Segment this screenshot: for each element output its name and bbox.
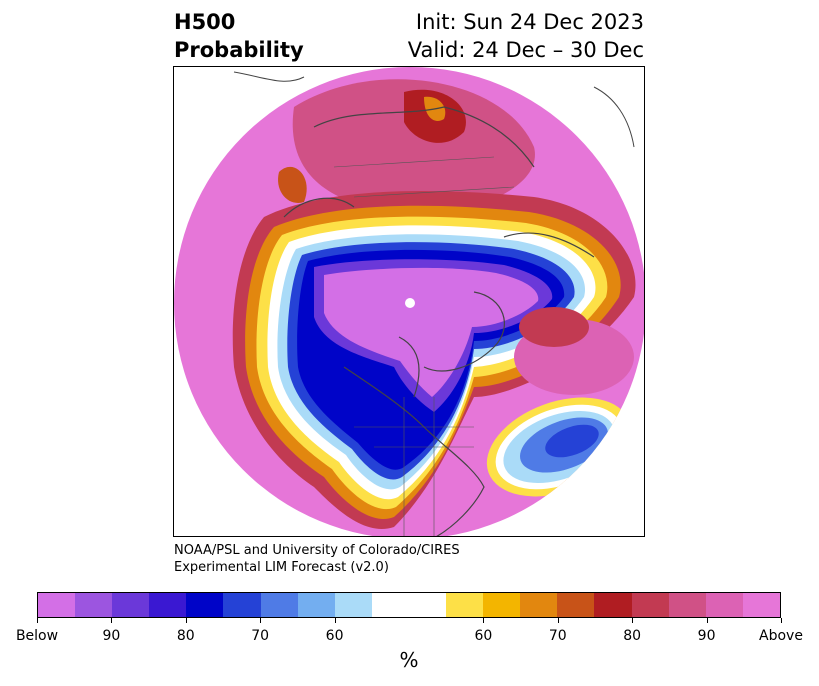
forecast-dates: Init: Sun 24 Dec 2023 Valid: 24 Dec – 30…	[408, 8, 644, 64]
colorbar-tick-label: 80	[623, 628, 642, 644]
colorbar-segment	[75, 593, 113, 617]
credit-line-1: NOAA/PSL and University of Colorado/CIRE…	[174, 543, 460, 558]
colorbar-segment	[38, 593, 76, 617]
colorbar-tick-mark	[632, 618, 634, 623]
colorbar-segment	[520, 593, 558, 617]
colorbar-tick-label: Below	[15, 628, 59, 644]
colorbar-segment	[297, 593, 335, 617]
colorbar-segment	[371, 593, 409, 617]
colorbar-segment	[557, 593, 595, 617]
colorbar-segment	[186, 593, 224, 617]
colorbar-tick-mark	[334, 618, 336, 623]
colorbar-segment	[631, 593, 669, 617]
colorbar-segment	[334, 593, 372, 617]
polar-map	[173, 66, 645, 537]
colorbar-tick-label: 90	[697, 628, 716, 644]
map-title: H500 Probability	[174, 8, 304, 64]
colorbar-tick-label: 70	[548, 628, 567, 644]
colorbar-segment	[112, 593, 150, 617]
colorbar-segment	[260, 593, 298, 617]
colorbar-tick-label: 60	[325, 628, 344, 644]
colorbar	[37, 592, 781, 618]
colorbar-tick-mark	[483, 618, 485, 623]
colorbar-tick-mark	[706, 618, 708, 623]
colorbar-tick-label: 80	[176, 628, 195, 644]
title-line-2: Probability	[174, 38, 304, 62]
colorbar-segment	[408, 593, 447, 617]
probability-map-graphic	[174, 67, 644, 536]
colorbar-segment	[594, 593, 632, 617]
colorbar-segment	[742, 593, 780, 617]
colorbar-tick-mark	[781, 618, 782, 623]
init-date: Init: Sun 24 Dec 2023	[415, 10, 644, 34]
title-line-1: H500	[174, 10, 236, 34]
credit-text: NOAA/PSL and University of Colorado/CIRE…	[174, 542, 460, 576]
colorbar-tick-label: 60	[474, 628, 493, 644]
colorbar-segment	[705, 593, 743, 617]
colorbar-tick-label: Above	[759, 628, 803, 644]
colorbar-segment	[483, 593, 521, 617]
colorbar-tick-mark	[260, 618, 262, 623]
colorbar-segment	[149, 593, 187, 617]
colorbar-segment	[668, 593, 706, 617]
colorbar-segment	[446, 593, 484, 617]
colorbar-tick-mark	[557, 618, 559, 623]
valid-range: Valid: 24 Dec – 30 Dec	[407, 38, 644, 62]
colorbar-tick-mark	[37, 618, 38, 623]
colorbar-tick-mark	[111, 618, 113, 623]
colorbar-tick-label: 70	[251, 628, 270, 644]
colorbar-segment	[223, 593, 261, 617]
colorbar-tick-label: 90	[102, 628, 121, 644]
colorbar-unit-label: %	[399, 648, 419, 672]
credit-line-2: Experimental LIM Forecast (v2.0)	[174, 560, 389, 575]
colorbar-tick-mark	[185, 618, 187, 623]
